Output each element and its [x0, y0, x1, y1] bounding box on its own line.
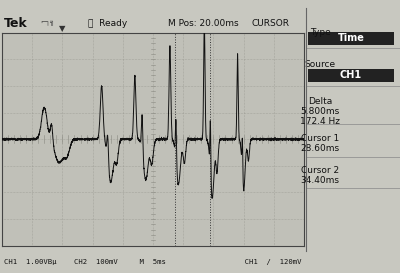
Text: 34.40ms: 34.40ms: [300, 176, 340, 185]
Text: CH1  1.00VBμ    CH2  100mV     M  5ms                  CH1  /  120mV: CH1 1.00VBμ CH2 100mV M 5ms CH1 / 120mV: [4, 259, 302, 265]
Text: 172.4 Hz: 172.4 Hz: [300, 117, 340, 126]
Text: 5.800ms: 5.800ms: [300, 108, 340, 116]
Text: Cursor 1: Cursor 1: [301, 134, 339, 143]
Text: Tek: Tek: [4, 17, 28, 30]
Text: Delta: Delta: [308, 97, 332, 105]
Text: 28.60ms: 28.60ms: [300, 144, 340, 153]
Text: Source: Source: [304, 60, 336, 69]
Text: Ⓡ  Ready: Ⓡ Ready: [88, 19, 127, 28]
Text: Type: Type: [310, 28, 330, 37]
Text: M Pos: 20.00ms: M Pos: 20.00ms: [168, 19, 239, 28]
Text: ⌐┐╗: ⌐┐╗: [40, 20, 54, 26]
Text: CURSOR: CURSOR: [252, 19, 290, 28]
Text: ▼: ▼: [59, 24, 66, 33]
Text: Time: Time: [338, 34, 364, 43]
Text: Cursor 2: Cursor 2: [301, 166, 339, 175]
Text: CH1: CH1: [340, 70, 362, 80]
